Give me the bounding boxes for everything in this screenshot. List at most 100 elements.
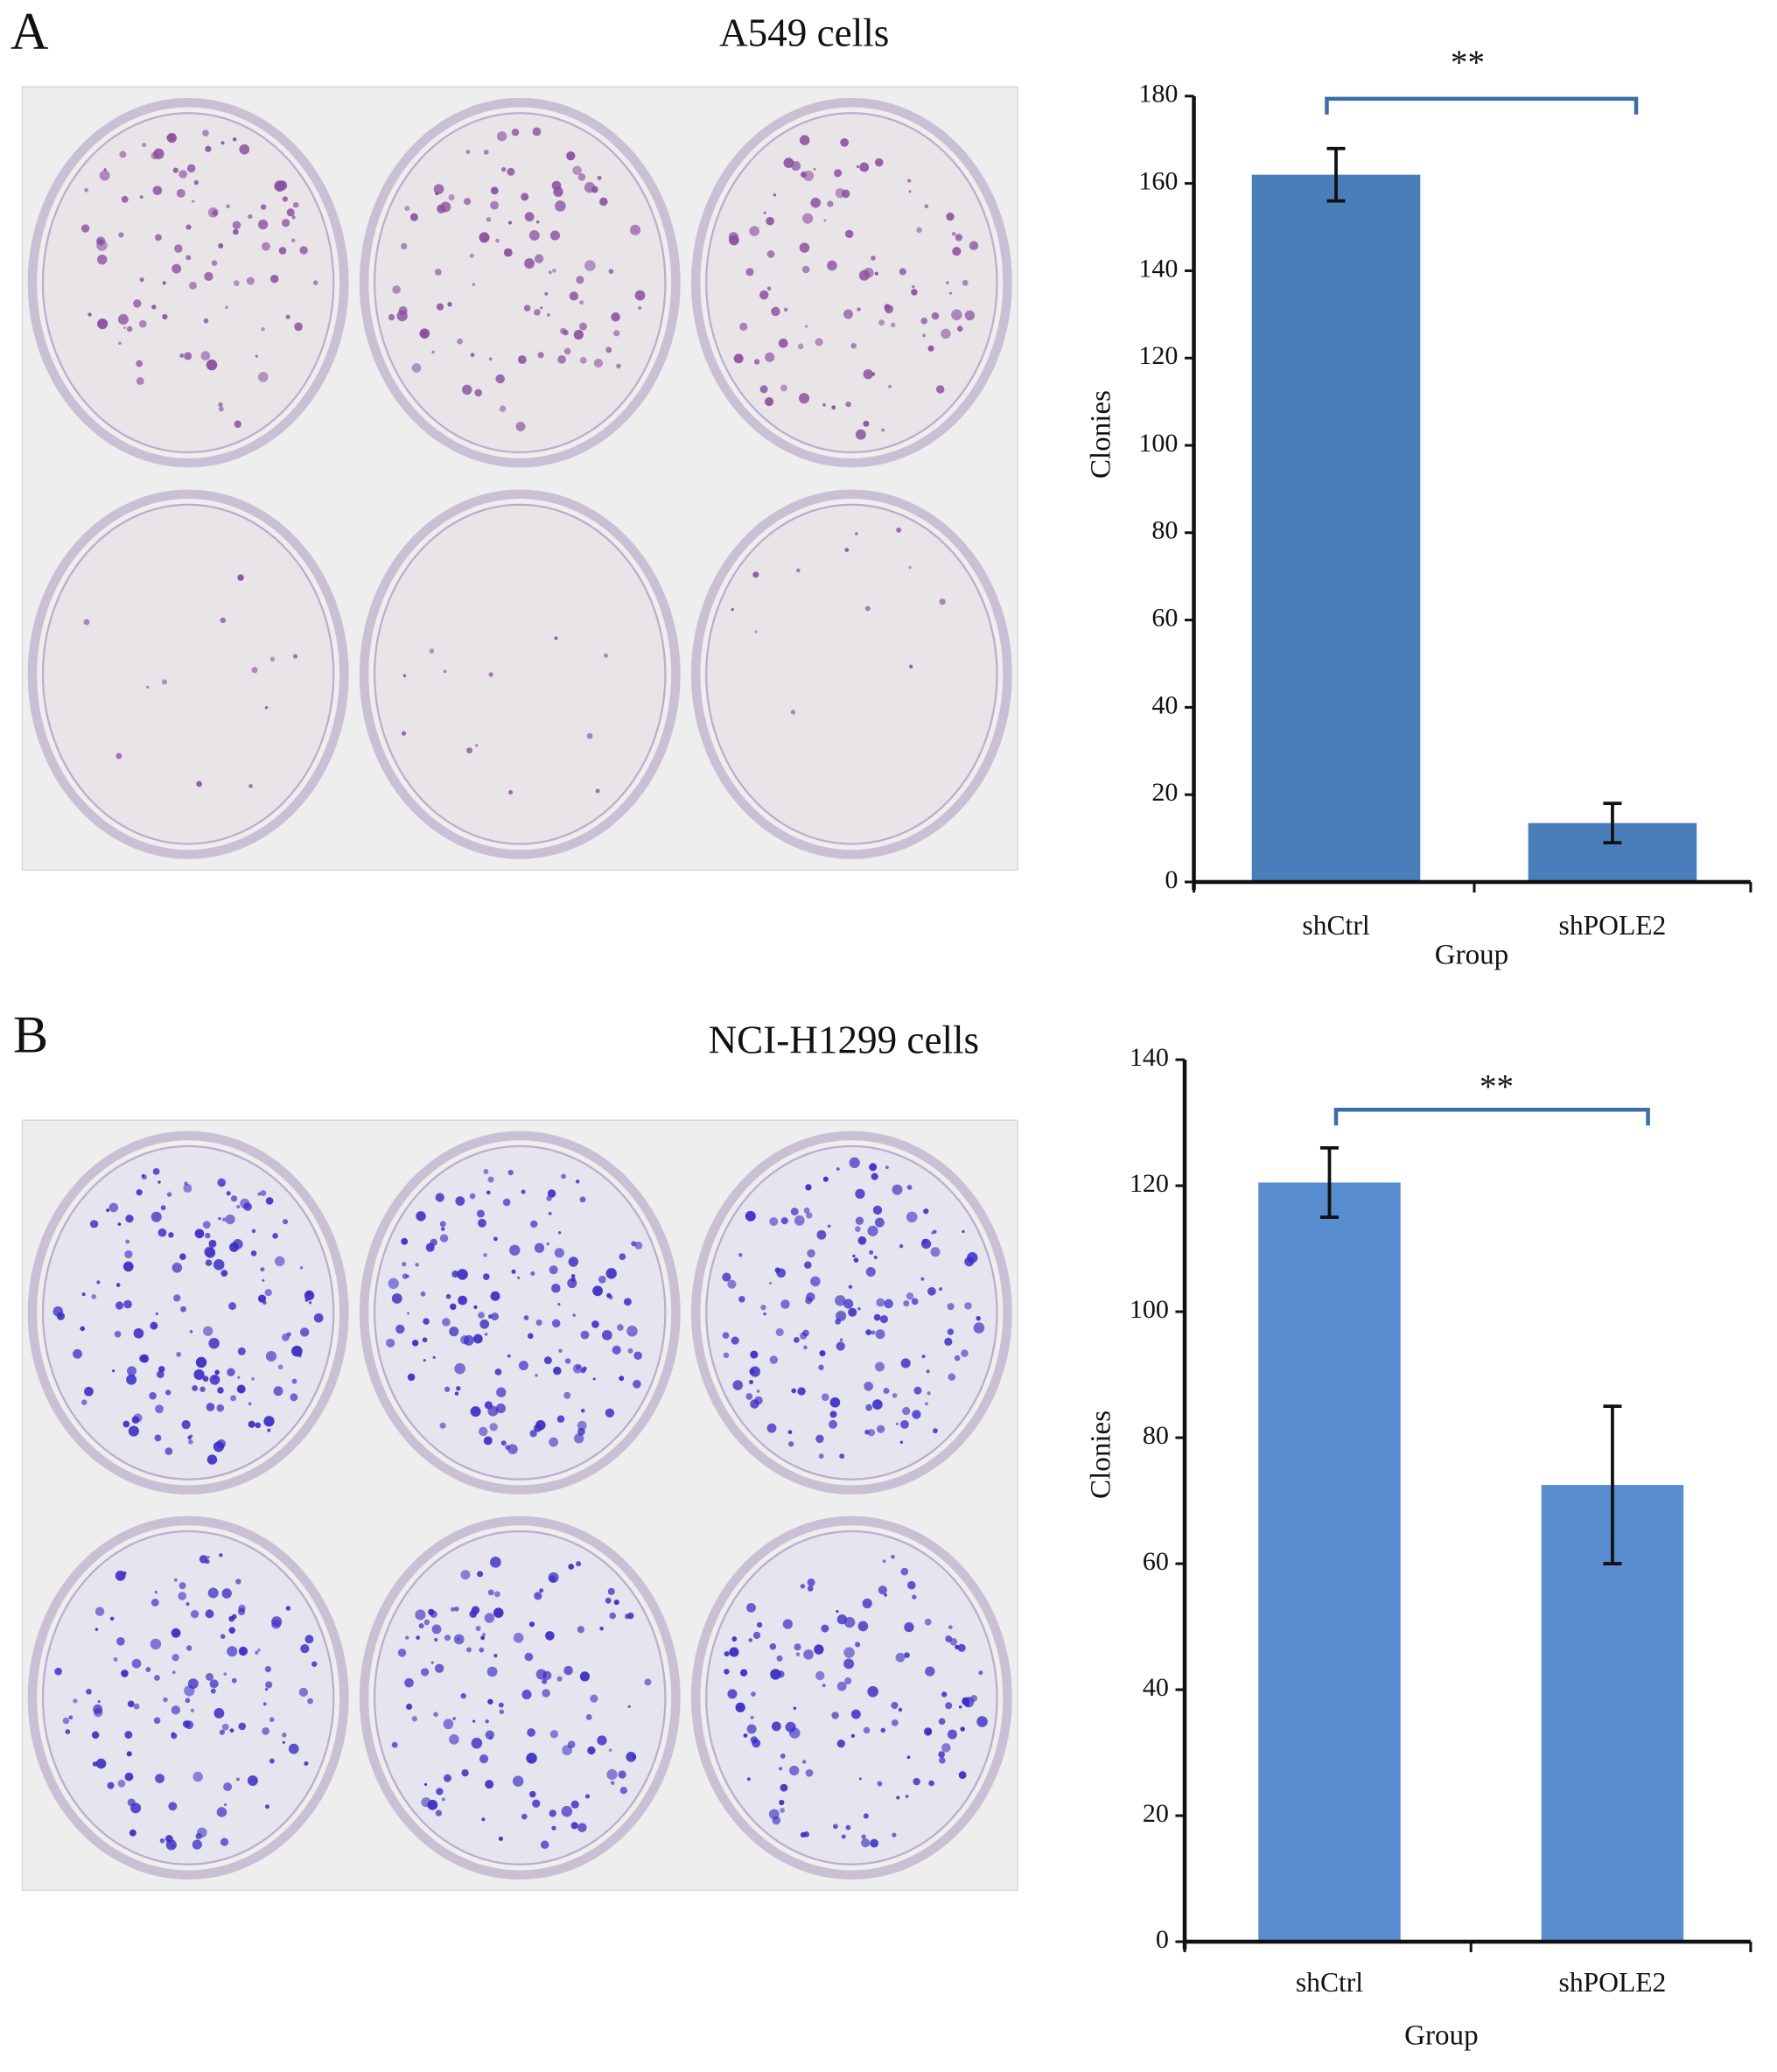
colony bbox=[193, 179, 199, 186]
colony bbox=[122, 1571, 127, 1576]
colony bbox=[448, 193, 455, 201]
colony bbox=[150, 1211, 162, 1222]
colony bbox=[568, 1256, 579, 1267]
colony bbox=[797, 1387, 806, 1396]
colony bbox=[775, 1327, 784, 1337]
colony bbox=[153, 1717, 161, 1725]
colony bbox=[495, 238, 500, 243]
colony bbox=[192, 1771, 203, 1782]
colony bbox=[871, 1172, 878, 1180]
colony bbox=[599, 197, 608, 206]
colony bbox=[207, 207, 219, 218]
colony bbox=[836, 1609, 839, 1614]
colony bbox=[286, 208, 295, 217]
colony bbox=[184, 1181, 188, 1186]
colony bbox=[551, 1283, 561, 1293]
colony bbox=[436, 303, 444, 311]
colony bbox=[776, 1655, 783, 1662]
colony bbox=[573, 329, 584, 340]
colony bbox=[185, 1645, 192, 1651]
colony bbox=[473, 1305, 478, 1309]
colony bbox=[548, 1211, 552, 1215]
colony bbox=[174, 244, 183, 253]
colony bbox=[803, 1345, 808, 1350]
colony bbox=[947, 1328, 955, 1335]
colony bbox=[444, 1386, 451, 1392]
colony bbox=[483, 1436, 493, 1446]
colony bbox=[391, 1293, 402, 1304]
colony bbox=[863, 420, 870, 427]
colony bbox=[264, 706, 269, 710]
colony bbox=[217, 1387, 224, 1394]
colony bbox=[262, 1726, 270, 1735]
colony bbox=[164, 1835, 173, 1843]
y-tick-label: 80 bbox=[1151, 515, 1178, 545]
colony bbox=[634, 1241, 643, 1250]
colony bbox=[798, 393, 810, 404]
colony bbox=[136, 377, 144, 385]
colony bbox=[235, 1578, 241, 1585]
colony bbox=[227, 1368, 235, 1376]
colony bbox=[229, 1242, 239, 1252]
colony bbox=[780, 1807, 785, 1813]
colony bbox=[171, 1654, 179, 1662]
colony bbox=[749, 1379, 754, 1384]
colony bbox=[248, 1402, 252, 1406]
colony bbox=[753, 359, 760, 365]
colony bbox=[799, 242, 810, 253]
colony bbox=[819, 1350, 826, 1357]
colony bbox=[494, 1368, 502, 1376]
colony bbox=[149, 1391, 157, 1400]
colony bbox=[81, 1292, 86, 1297]
colony bbox=[906, 1292, 914, 1300]
colony bbox=[202, 1326, 213, 1336]
well-rim bbox=[27, 1516, 349, 1880]
colony bbox=[874, 271, 878, 276]
colony bbox=[443, 1718, 454, 1730]
colony bbox=[476, 1209, 485, 1218]
colony bbox=[976, 1716, 988, 1727]
colony bbox=[223, 1802, 227, 1807]
colony bbox=[269, 1717, 275, 1723]
colony bbox=[557, 354, 566, 364]
colony bbox=[556, 1676, 563, 1682]
colony bbox=[948, 1373, 956, 1381]
colony bbox=[562, 1745, 573, 1756]
colony bbox=[204, 1246, 215, 1257]
colony bbox=[108, 1202, 119, 1213]
well bbox=[41, 112, 335, 454]
colony bbox=[956, 326, 963, 332]
colony bbox=[555, 200, 566, 212]
colony bbox=[402, 674, 407, 678]
colony bbox=[829, 1396, 841, 1408]
colony bbox=[891, 1718, 899, 1726]
colony bbox=[401, 731, 407, 736]
colony bbox=[139, 195, 143, 199]
colony bbox=[487, 1314, 493, 1320]
colony bbox=[584, 1794, 591, 1799]
colony bbox=[179, 353, 185, 358]
colony bbox=[895, 1422, 899, 1425]
colony bbox=[484, 1613, 495, 1623]
colony bbox=[572, 1313, 577, 1317]
colony bbox=[867, 1428, 876, 1437]
colony bbox=[220, 141, 225, 145]
colony bbox=[166, 133, 177, 144]
colony bbox=[570, 1277, 576, 1283]
colony bbox=[964, 1302, 972, 1310]
colony bbox=[440, 1227, 445, 1231]
colony bbox=[836, 1341, 845, 1351]
colony bbox=[746, 1724, 757, 1734]
colony bbox=[251, 1228, 256, 1234]
colony bbox=[951, 232, 956, 236]
colony bbox=[765, 352, 775, 362]
colony bbox=[150, 1638, 162, 1650]
colony bbox=[911, 289, 918, 296]
colony bbox=[171, 1670, 176, 1675]
colony bbox=[579, 356, 587, 364]
colony bbox=[549, 230, 561, 241]
colony bbox=[155, 1312, 158, 1316]
colony bbox=[780, 384, 787, 392]
colony bbox=[608, 269, 614, 274]
colony bbox=[507, 1354, 511, 1358]
